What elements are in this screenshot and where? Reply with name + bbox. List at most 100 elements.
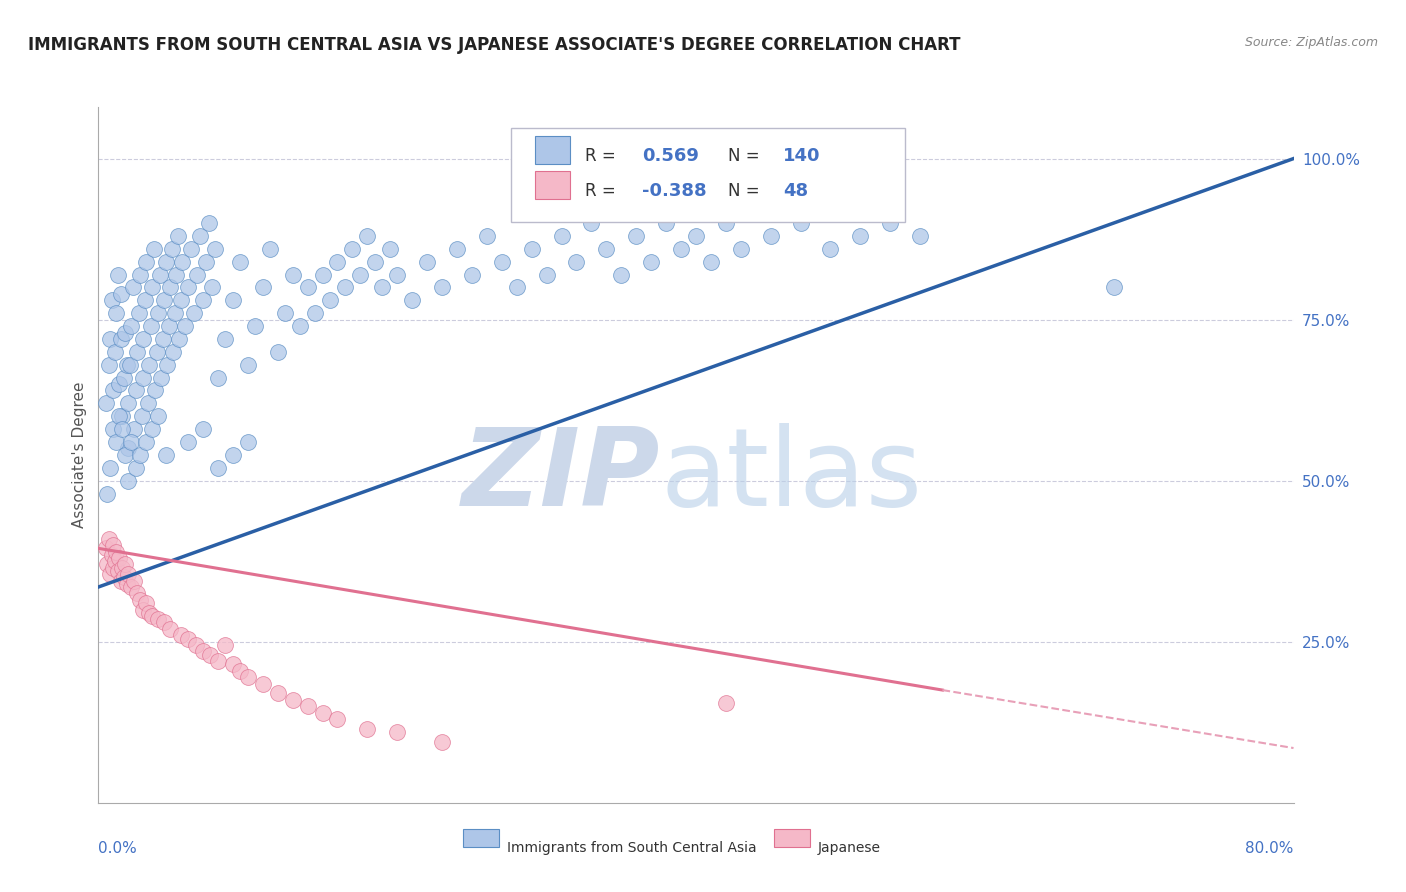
- Text: Japanese: Japanese: [818, 841, 882, 855]
- Point: [188, 228, 211, 243]
- Point: [183, 306, 205, 320]
- Point: [153, 293, 176, 308]
- Point: [229, 664, 252, 678]
- Point: [101, 293, 124, 308]
- Point: [378, 242, 401, 256]
- Point: [236, 435, 259, 450]
- Point: [148, 409, 170, 424]
- Point: [177, 632, 200, 646]
- Point: [267, 344, 290, 359]
- Point: [141, 280, 163, 294]
- Point: [112, 570, 135, 584]
- Text: 48: 48: [783, 182, 808, 200]
- Point: [297, 699, 319, 714]
- Point: [169, 293, 191, 308]
- Point: [610, 268, 633, 282]
- Text: 140: 140: [783, 147, 821, 165]
- Point: [159, 280, 181, 294]
- Point: [385, 268, 409, 282]
- Point: [200, 648, 222, 662]
- Point: [105, 544, 128, 558]
- Point: [550, 228, 572, 243]
- Point: [124, 422, 146, 436]
- Point: [714, 216, 737, 230]
- Point: [222, 657, 245, 672]
- Point: [97, 358, 120, 372]
- Point: [214, 332, 236, 346]
- Point: [186, 268, 208, 282]
- Point: [356, 228, 378, 243]
- Point: [129, 268, 152, 282]
- Point: [297, 280, 319, 294]
- Point: [108, 409, 131, 424]
- Point: [139, 319, 162, 334]
- Text: R =: R =: [585, 182, 616, 200]
- Point: [252, 280, 274, 294]
- Text: 0.569: 0.569: [643, 147, 699, 165]
- Point: [101, 548, 124, 562]
- Point: [281, 692, 304, 706]
- Point: [491, 254, 513, 268]
- Point: [104, 554, 127, 568]
- Point: [245, 319, 267, 334]
- Point: [98, 332, 122, 346]
- Point: [132, 602, 155, 616]
- Point: [180, 242, 202, 256]
- Point: [103, 384, 125, 398]
- Text: N =: N =: [728, 182, 759, 200]
- Point: [236, 358, 259, 372]
- Point: [129, 448, 152, 462]
- Point: [201, 280, 224, 294]
- Point: [281, 268, 304, 282]
- Point: [356, 722, 378, 736]
- Point: [104, 344, 127, 359]
- Point: [195, 254, 218, 268]
- Point: [117, 442, 139, 456]
- Point: [191, 293, 214, 308]
- Point: [143, 384, 166, 398]
- Point: [148, 612, 170, 626]
- Point: [333, 280, 356, 294]
- Point: [121, 280, 143, 294]
- Point: [849, 228, 872, 243]
- Point: [207, 370, 229, 384]
- FancyBboxPatch shape: [773, 830, 810, 847]
- Point: [700, 254, 723, 268]
- Point: [304, 306, 326, 320]
- Point: [222, 293, 245, 308]
- Point: [581, 216, 603, 230]
- Point: [107, 564, 129, 578]
- Point: [96, 486, 118, 500]
- Point: [169, 628, 191, 642]
- Point: [114, 558, 136, 572]
- Text: N =: N =: [728, 147, 759, 165]
- Point: [114, 326, 136, 340]
- Point: [908, 228, 931, 243]
- Point: [115, 358, 138, 372]
- Point: [108, 551, 131, 566]
- Point: [430, 734, 453, 748]
- Point: [120, 435, 142, 450]
- Point: [125, 384, 148, 398]
- Point: [685, 228, 707, 243]
- Point: [117, 474, 139, 488]
- Point: [506, 280, 529, 294]
- Point: [114, 448, 136, 462]
- Point: [349, 268, 371, 282]
- Point: [1104, 280, 1126, 294]
- Point: [385, 725, 409, 739]
- Point: [120, 319, 142, 334]
- Point: [319, 293, 342, 308]
- Point: [326, 254, 349, 268]
- Point: [184, 638, 207, 652]
- Point: [401, 293, 423, 308]
- Point: [108, 377, 131, 392]
- Point: [274, 306, 297, 320]
- Point: [655, 216, 678, 230]
- Point: [103, 560, 125, 574]
- Point: [165, 268, 187, 282]
- Point: [103, 538, 125, 552]
- Point: [640, 254, 662, 268]
- Point: [229, 254, 252, 268]
- Point: [105, 306, 128, 320]
